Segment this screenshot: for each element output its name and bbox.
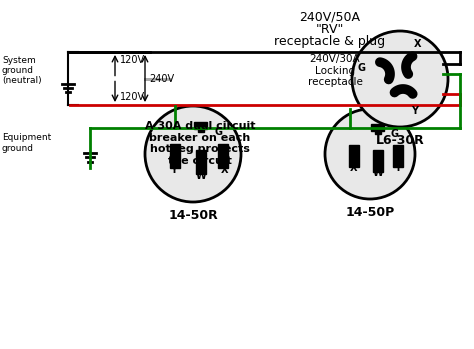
Text: 120V: 120V xyxy=(120,55,145,65)
Text: "RV": "RV" xyxy=(316,23,344,36)
Text: 240V: 240V xyxy=(149,74,174,83)
Text: X: X xyxy=(414,39,422,49)
Polygon shape xyxy=(372,124,384,134)
Circle shape xyxy=(352,31,448,127)
Text: W: W xyxy=(373,168,383,178)
Text: X: X xyxy=(350,163,358,173)
Circle shape xyxy=(145,106,241,202)
Text: Y: Y xyxy=(394,163,401,173)
Circle shape xyxy=(325,109,415,199)
Polygon shape xyxy=(194,122,208,132)
Text: A 30A dual circuit
breaker on each
hot leg protects
the circuit: A 30A dual circuit breaker on each hot l… xyxy=(145,121,255,166)
Polygon shape xyxy=(170,144,180,168)
Text: G: G xyxy=(215,127,223,137)
Text: 14-50P: 14-50P xyxy=(346,206,395,219)
Text: System
ground
(neutral): System ground (neutral) xyxy=(2,55,42,86)
Text: L6-30R: L6-30R xyxy=(375,134,424,147)
Text: Y: Y xyxy=(411,106,419,116)
Text: 240V/30A
Locking
receptacle: 240V/30A Locking receptacle xyxy=(308,54,363,87)
Text: G: G xyxy=(358,63,366,73)
Text: X: X xyxy=(221,165,229,175)
Text: 120V: 120V xyxy=(120,92,145,102)
Text: 14-50R: 14-50R xyxy=(168,209,218,222)
Polygon shape xyxy=(349,145,359,167)
Polygon shape xyxy=(373,150,383,172)
Text: Y: Y xyxy=(171,165,177,175)
Polygon shape xyxy=(196,150,206,174)
Text: 240V/50A: 240V/50A xyxy=(300,11,361,24)
Text: G: G xyxy=(391,129,399,139)
Polygon shape xyxy=(393,145,403,167)
Text: W: W xyxy=(196,171,206,181)
Text: Equipment
ground: Equipment ground xyxy=(2,133,51,153)
Polygon shape xyxy=(218,144,228,168)
Text: receptacle & plug: receptacle & plug xyxy=(274,35,385,48)
